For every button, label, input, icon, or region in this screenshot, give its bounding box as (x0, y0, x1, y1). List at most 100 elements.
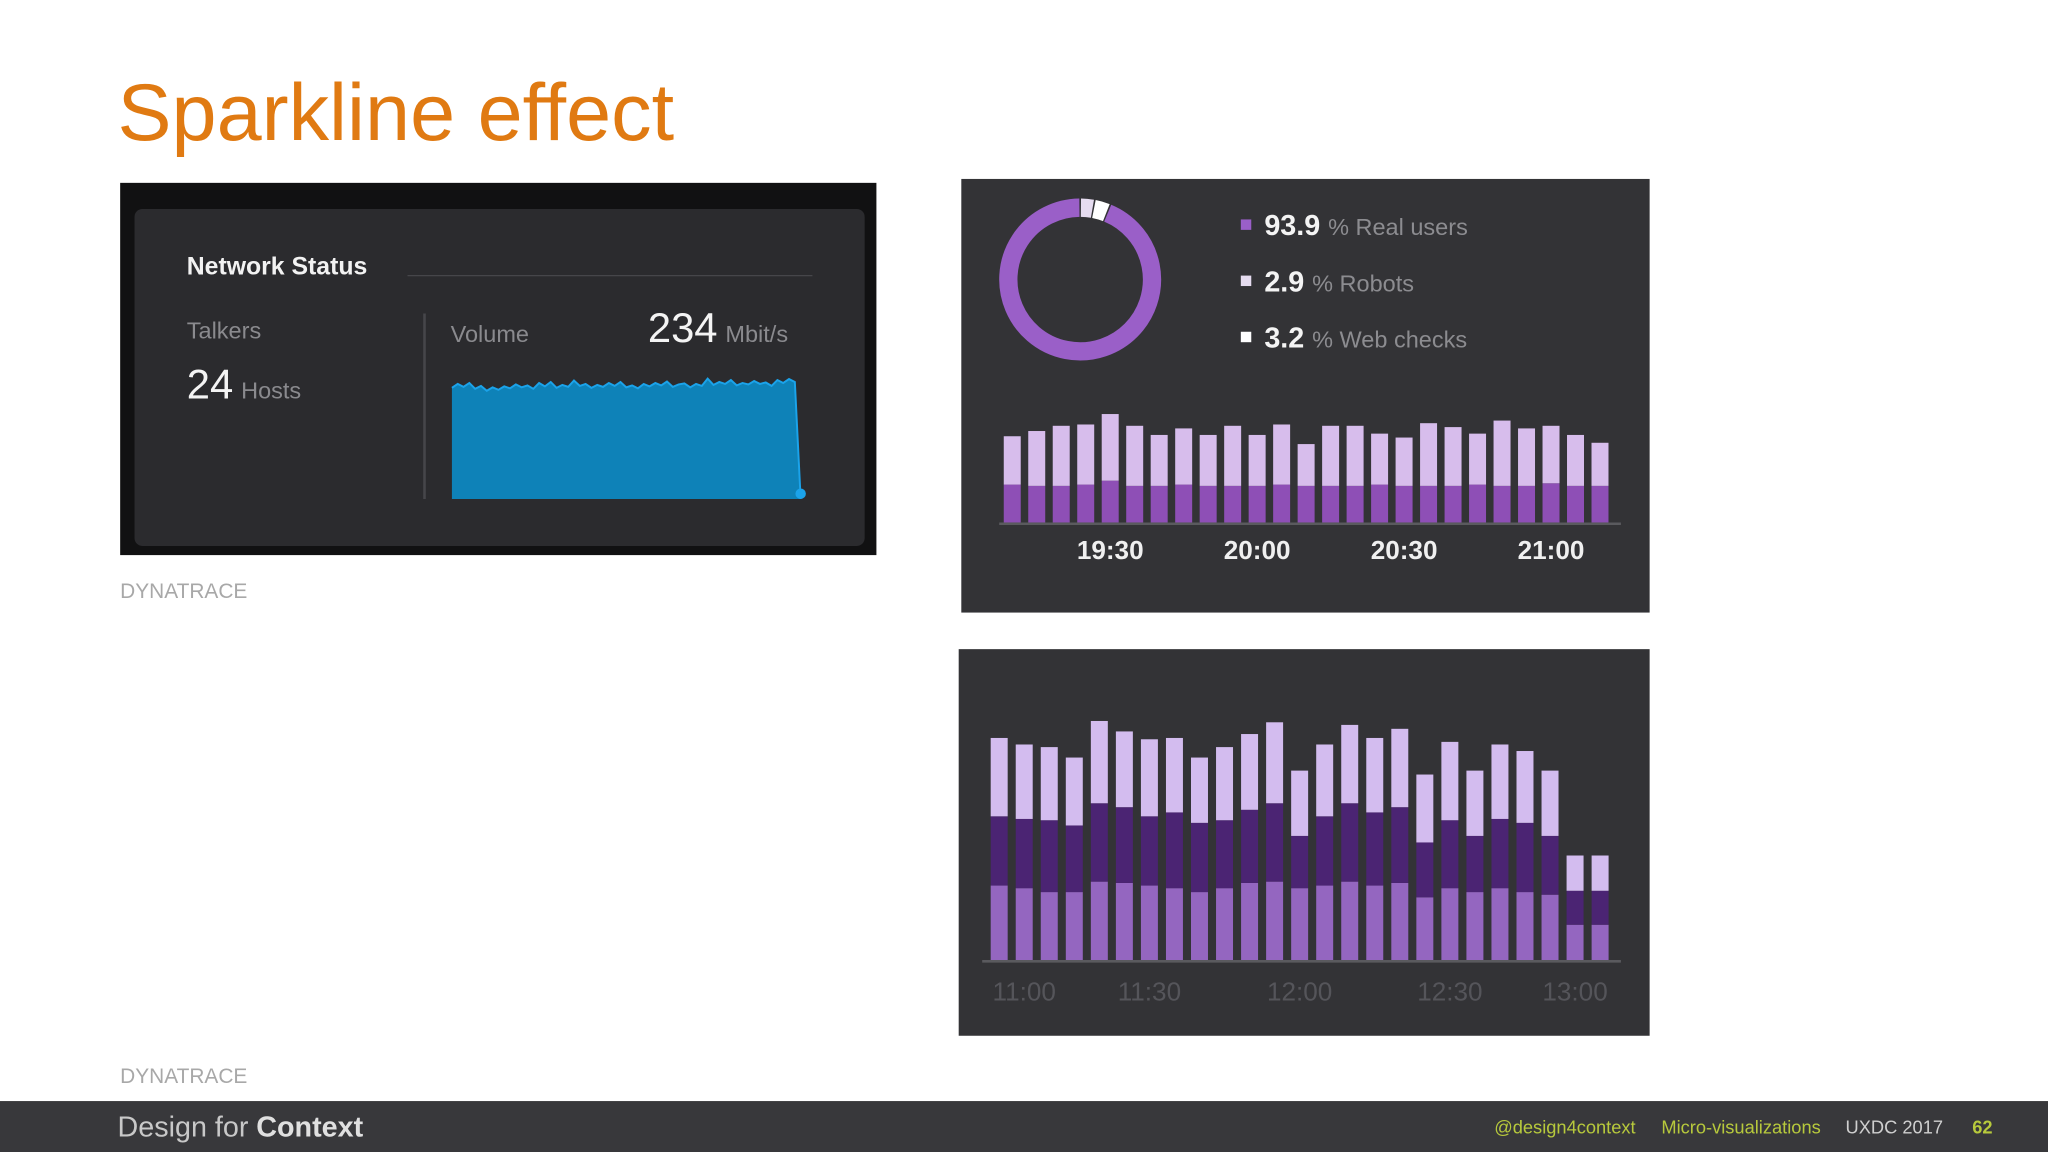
bar-segment (1040, 820, 1058, 893)
bar-segment (1175, 484, 1193, 523)
bar-segment (1165, 737, 1183, 813)
bar-segment (990, 816, 1008, 886)
bar-segment (1391, 728, 1409, 808)
bar-segment (1216, 888, 1234, 960)
bar-segment (1248, 485, 1266, 523)
bar-segment (1371, 484, 1389, 523)
stat-value: 24 (187, 360, 233, 407)
bar-segment (1150, 485, 1168, 523)
brand-bold: Context (256, 1111, 363, 1143)
bar-segment (1541, 835, 1559, 895)
bar-segment (1466, 892, 1484, 960)
bar-segment (1391, 882, 1409, 960)
bar-segment (1567, 434, 1584, 486)
bar-segment (1266, 722, 1284, 804)
bar-segment (1316, 816, 1334, 886)
stat: 24 Hosts (187, 360, 301, 407)
bar-segment (1591, 924, 1609, 960)
bar-segment (1416, 842, 1434, 898)
stat-unit: Mbit/s (725, 321, 788, 347)
bar-segment (1469, 484, 1487, 523)
bar-segment (1395, 437, 1413, 486)
bar-segment (1491, 744, 1509, 819)
bar-segment (1140, 816, 1158, 886)
bar-segment (1297, 444, 1315, 486)
bar-segment (1518, 485, 1536, 523)
x-tick-label: 11:00 (993, 976, 1056, 1006)
caption: DYNATRACE (120, 580, 247, 603)
x-tick-label: 20:30 (1371, 535, 1438, 565)
widget-title: Network Status (187, 253, 368, 280)
bar-segment (1322, 425, 1340, 486)
bar-segment (1297, 485, 1315, 523)
bar-segment (1566, 890, 1584, 925)
sparkline-line (451, 377, 802, 499)
bar-segment (1199, 485, 1217, 523)
legend-unit: % (1312, 326, 1333, 352)
legend-swatch (1240, 219, 1252, 230)
bar-segment (1140, 885, 1158, 960)
bar-segment (1028, 431, 1046, 486)
legend-swatch (1240, 331, 1252, 343)
bar-segment (1591, 855, 1609, 891)
bar-segment (1115, 882, 1133, 960)
legend-unit: % (1312, 270, 1333, 296)
panel (961, 178, 1650, 613)
bar-segment (1441, 820, 1459, 889)
legend-swatch (1240, 275, 1252, 287)
bar-segment (1065, 892, 1083, 960)
brand-light: Design for (118, 1111, 249, 1143)
bar-segment (1052, 485, 1070, 523)
bar-segment (1015, 888, 1033, 960)
bar-segment (1420, 485, 1438, 523)
legend-label: Real users (1356, 214, 1468, 240)
bar-segment (1248, 434, 1266, 486)
bar-segment (1191, 892, 1208, 960)
bar-segment (1273, 424, 1291, 485)
bar-segment (1341, 724, 1359, 804)
bar-segment (1420, 423, 1438, 486)
bar-segment (1516, 822, 1534, 893)
x-tick-label: 12:30 (1417, 976, 1482, 1006)
bar-segment (1115, 731, 1133, 808)
footer (0, 1101, 2048, 1152)
bar-segment (1395, 485, 1413, 523)
bar-segment (1441, 888, 1459, 960)
bar-segment (1316, 744, 1334, 817)
bar-segment (1566, 855, 1584, 891)
bar-segment (1090, 803, 1108, 882)
bar-segment (1516, 892, 1534, 960)
bar-segment (1444, 427, 1462, 486)
bar-segment (1366, 812, 1384, 886)
bar-segment (1065, 825, 1083, 893)
bar-segment (1115, 807, 1133, 883)
x-tick-label: 21:00 (1518, 535, 1585, 565)
bar-segment (1291, 770, 1309, 836)
event: UXDC 2017 (1846, 1117, 1943, 1138)
legend-value: 93.9 (1264, 210, 1320, 242)
bar-segment (1591, 442, 1609, 486)
bar-segment (1101, 480, 1119, 523)
sparkline-area (451, 378, 801, 499)
bar-segment (1541, 894, 1559, 960)
bar-segment (1491, 888, 1509, 960)
bar-segment (1224, 425, 1242, 486)
bar-segment (1341, 881, 1359, 960)
bar-segment (1015, 818, 1033, 889)
bar-segment (1241, 882, 1259, 960)
legend-unit: % (1328, 214, 1349, 240)
brand: Design for Context (118, 1111, 364, 1143)
legend-label: Web checks (1340, 326, 1468, 352)
bar-segment (1003, 436, 1021, 485)
caption: DYNATRACE (120, 1065, 247, 1088)
bar-segment (1126, 485, 1144, 523)
bar-segment (1291, 835, 1309, 889)
topic: Micro-visualizations (1661, 1117, 1820, 1138)
bar-segment (1366, 885, 1384, 960)
bar-segment (1542, 425, 1560, 484)
donut-segment (1091, 200, 1110, 222)
bar-segment (1491, 818, 1509, 889)
bar-segment (1591, 890, 1609, 925)
bar-segment (1567, 485, 1584, 523)
